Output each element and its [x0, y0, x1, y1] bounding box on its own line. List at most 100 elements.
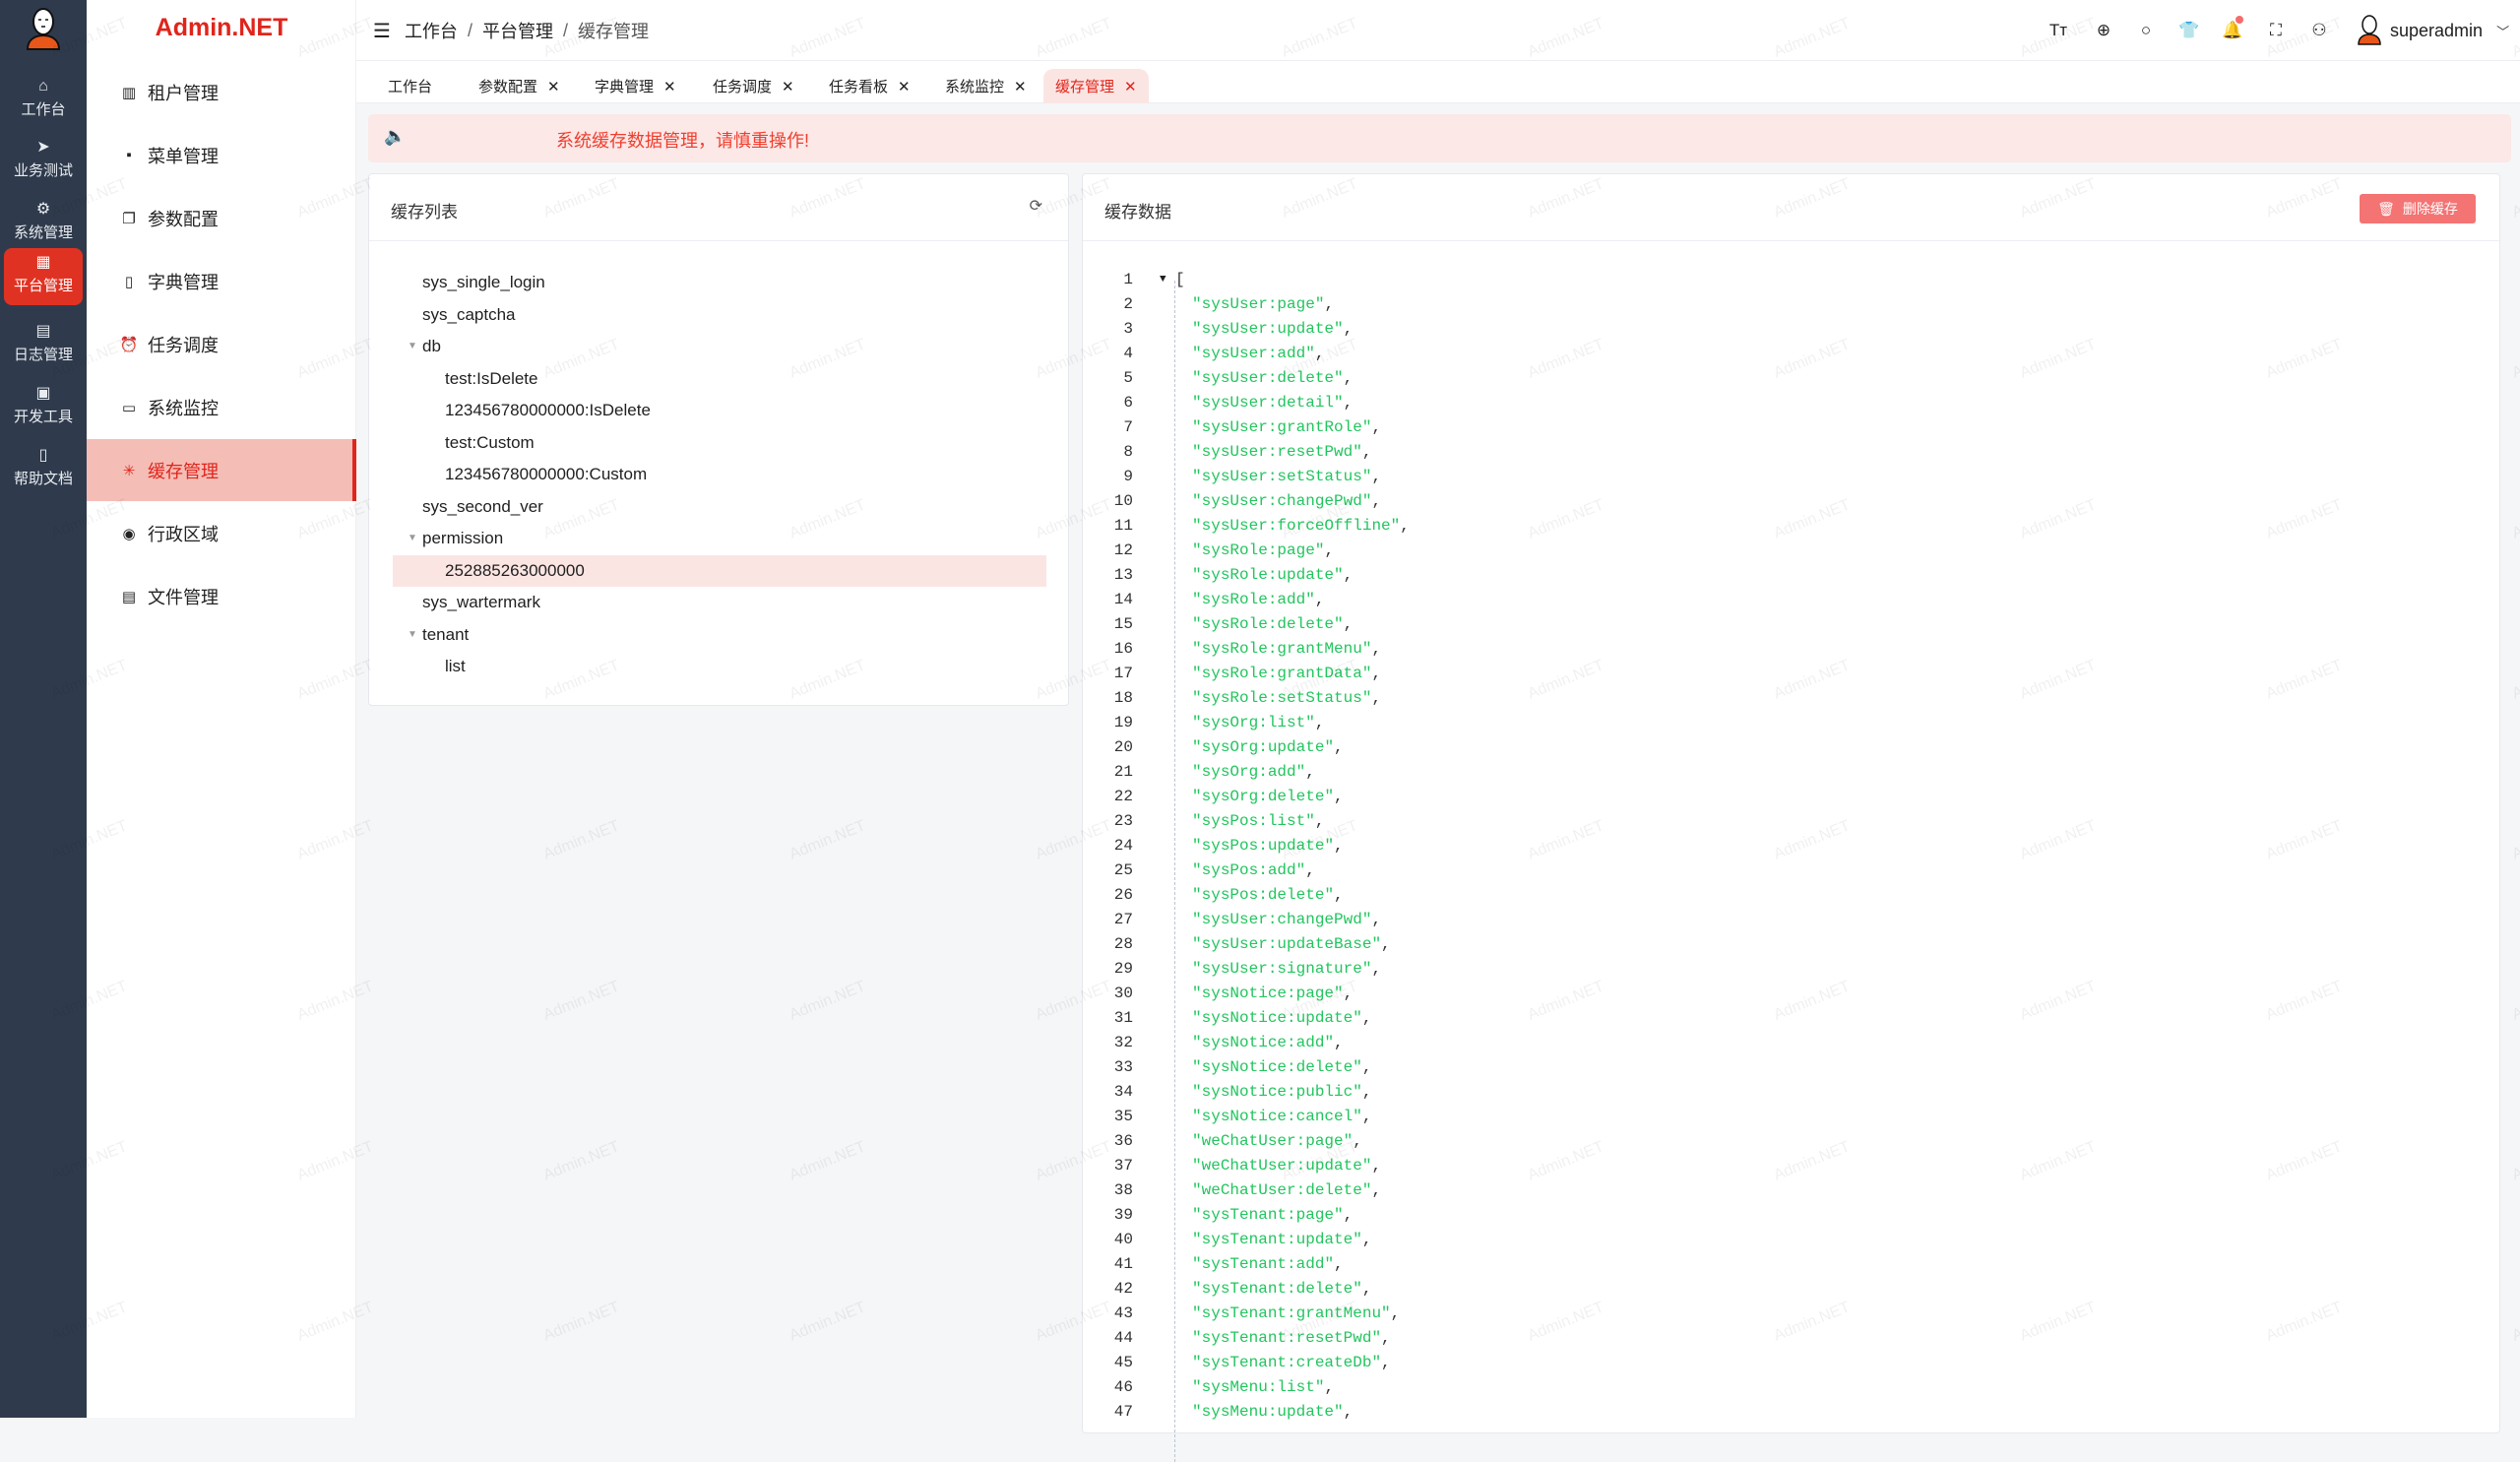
- tree-node[interactable]: test:Custom: [393, 427, 1046, 459]
- fullscreen-icon[interactable]: ⛶: [2270, 21, 2282, 39]
- tab[interactable]: 工作台: [376, 69, 444, 103]
- code-text: "sysRole:setStatus",: [1192, 689, 1382, 707]
- menu-item[interactable]: ▯ 字典管理: [87, 250, 356, 312]
- breadcrumb-separator: /: [562, 20, 568, 40]
- breadcrumb-separator: /: [467, 20, 472, 40]
- tree-node-label: 123456780000000:IsDelete: [445, 401, 651, 419]
- line-number: 18: [1113, 689, 1133, 707]
- close-icon[interactable]: ✕: [782, 78, 794, 95]
- user-menu[interactable]: superadmin ﹀: [2357, 14, 2509, 47]
- menu-item[interactable]: ▭ 系统监控: [87, 376, 356, 438]
- tab[interactable]: 系统监控 ✕: [933, 69, 1039, 103]
- tree-node[interactable]: 252885263000000: [393, 554, 1046, 587]
- tree-node[interactable]: 123456780000000:IsDelete: [393, 395, 1046, 426]
- menu-item-label: 文件管理: [148, 587, 219, 607]
- tree-node-label: permission: [422, 529, 504, 547]
- rail-item[interactable]: ▯ 帮助文档: [4, 441, 83, 498]
- search-icon[interactable]: ○: [2140, 21, 2152, 39]
- json-string: sysRole:grantData: [1201, 665, 1362, 682]
- watermark-text: Admin.NET: [540, 817, 622, 863]
- breadcrumb-item[interactable]: 工作台: [404, 22, 458, 41]
- tree-node[interactable]: ▼ db: [393, 331, 1046, 362]
- close-icon[interactable]: ✕: [663, 78, 676, 95]
- tab[interactable]: 字典管理 ✕: [583, 69, 688, 103]
- tree-node[interactable]: sys_wartermark: [393, 587, 1046, 618]
- json-string: sysPos:update: [1201, 837, 1325, 855]
- line-number: 29: [1113, 960, 1133, 978]
- caret-down-icon[interactable]: ▼: [408, 628, 417, 640]
- line-number: 30: [1113, 985, 1133, 1002]
- tree-node[interactable]: ▼ tenant: [393, 619, 1046, 651]
- tree-node[interactable]: list: [393, 651, 1046, 682]
- menu-item[interactable]: ⏰ 任务调度: [87, 313, 356, 375]
- rail-item-label: 系统管理: [13, 224, 73, 241]
- indent-guide: [1174, 281, 1175, 1462]
- top-header: ☰ 工作台 / 平台管理 / 缓存管理 Tт ⊕ ○ 👕 🔔 ⛶ ⚇ superadmin …: [356, 0, 2520, 61]
- rail-item[interactable]: ⚙ 系统管理: [4, 195, 83, 252]
- menu-item[interactable]: ❐ 参数配置: [87, 187, 356, 249]
- breadcrumb: ☰ 工作台 / 平台管理 / 缓存管理: [373, 0, 649, 61]
- tree-node-label: sys_single_login: [422, 273, 545, 291]
- code-text: "sysNotice:page",: [1192, 985, 1354, 1002]
- hamburger-icon[interactable]: ☰: [373, 20, 391, 42]
- line-number: 7: [1123, 418, 1133, 436]
- rail-item[interactable]: ➤ 业务测试: [4, 133, 83, 190]
- caret-down-icon[interactable]: ▼: [408, 341, 417, 351]
- menu-item[interactable]: ✳ 缓存管理: [87, 439, 356, 501]
- code-text: "sysTenant:update",: [1192, 1231, 1372, 1248]
- caret-down-icon[interactable]: ▼: [408, 533, 417, 543]
- code-text: "sysRole:grantData",: [1192, 665, 1382, 682]
- tree-node[interactable]: sys_single_login: [393, 267, 1046, 298]
- code-text: "sysRole:add",: [1192, 591, 1325, 608]
- menu-item-label: 租户管理: [148, 83, 219, 103]
- rail-item[interactable]: ▣ 开发工具: [4, 379, 83, 436]
- tree-node[interactable]: sys_second_ver: [393, 491, 1046, 523]
- rail-item[interactable]: ▦ 平台管理: [4, 248, 83, 305]
- json-string: sysOrg:list: [1201, 714, 1306, 731]
- menu-item[interactable]: ▥ 租户管理: [87, 61, 356, 123]
- close-icon[interactable]: ✕: [1124, 78, 1137, 95]
- close-icon[interactable]: ✕: [547, 78, 560, 95]
- breadcrumb-current: 缓存管理: [577, 22, 649, 41]
- chip-icon: ▣: [35, 385, 51, 402]
- tree-node-label: sys_captcha: [422, 304, 516, 324]
- language-icon[interactable]: ⊕: [2096, 21, 2111, 39]
- watermark-text: Admin.NET: [787, 978, 868, 1024]
- close-icon[interactable]: ✕: [898, 78, 911, 95]
- tree-node[interactable]: 123456780000000:Custom: [393, 459, 1046, 490]
- menu-item[interactable]: ▤ 文件管理: [87, 565, 356, 627]
- tab[interactable]: 任务看板 ✕: [817, 69, 922, 103]
- delete-cache-button[interactable]: 🗑 删除缓存: [2360, 194, 2476, 223]
- menu-item[interactable]: ▪ 菜单管理: [87, 124, 356, 186]
- json-string: sysUser:forceOffline: [1201, 517, 1391, 535]
- breadcrumb-item[interactable]: 平台管理: [481, 22, 553, 41]
- code-text: "sysNotice:add",: [1192, 1034, 1344, 1051]
- code-text: "sysTenant:add",: [1192, 1255, 1344, 1273]
- json-string: sysUser:update: [1201, 320, 1335, 338]
- tab[interactable]: 缓存管理 ✕: [1043, 69, 1149, 103]
- tab[interactable]: 参数配置 ✕: [467, 69, 572, 103]
- user-icon[interactable]: ⚇: [2311, 21, 2327, 39]
- tab[interactable]: 任务调度 ✕: [701, 69, 806, 103]
- grid-icon: ▦: [35, 254, 51, 271]
- home-icon: ⌂: [38, 78, 48, 95]
- line-number: 16: [1113, 640, 1133, 658]
- tree-node-label: db: [422, 337, 441, 355]
- close-icon[interactable]: ✕: [1014, 78, 1027, 95]
- json-string: sysNotice:cancel: [1201, 1108, 1354, 1125]
- theme-icon[interactable]: 👕: [2178, 21, 2200, 39]
- rail-item[interactable]: ⌂ 工作台: [4, 72, 83, 129]
- fold-caret-icon[interactable]: ▼: [1160, 274, 1166, 286]
- json-string: sysTenant:update: [1201, 1231, 1354, 1248]
- font-size-icon[interactable]: Tт: [2048, 21, 2068, 39]
- menu-item[interactable]: ◉ 行政区域: [87, 502, 356, 564]
- json-string: sysOrg:delete: [1201, 788, 1325, 805]
- tree-node[interactable]: test:IsDelete: [393, 363, 1046, 395]
- refresh-icon[interactable]: ⟳: [1029, 198, 1042, 215]
- code-text: "sysUser:update",: [1192, 320, 1354, 338]
- line-number: 8: [1123, 443, 1133, 461]
- tree-node[interactable]: sys_captcha: [393, 299, 1046, 331]
- tree-node[interactable]: ▼ permission: [393, 523, 1046, 554]
- bell-icon[interactable]: 🔔: [2220, 16, 2245, 43]
- rail-item[interactable]: ▤ 日志管理: [4, 317, 83, 374]
